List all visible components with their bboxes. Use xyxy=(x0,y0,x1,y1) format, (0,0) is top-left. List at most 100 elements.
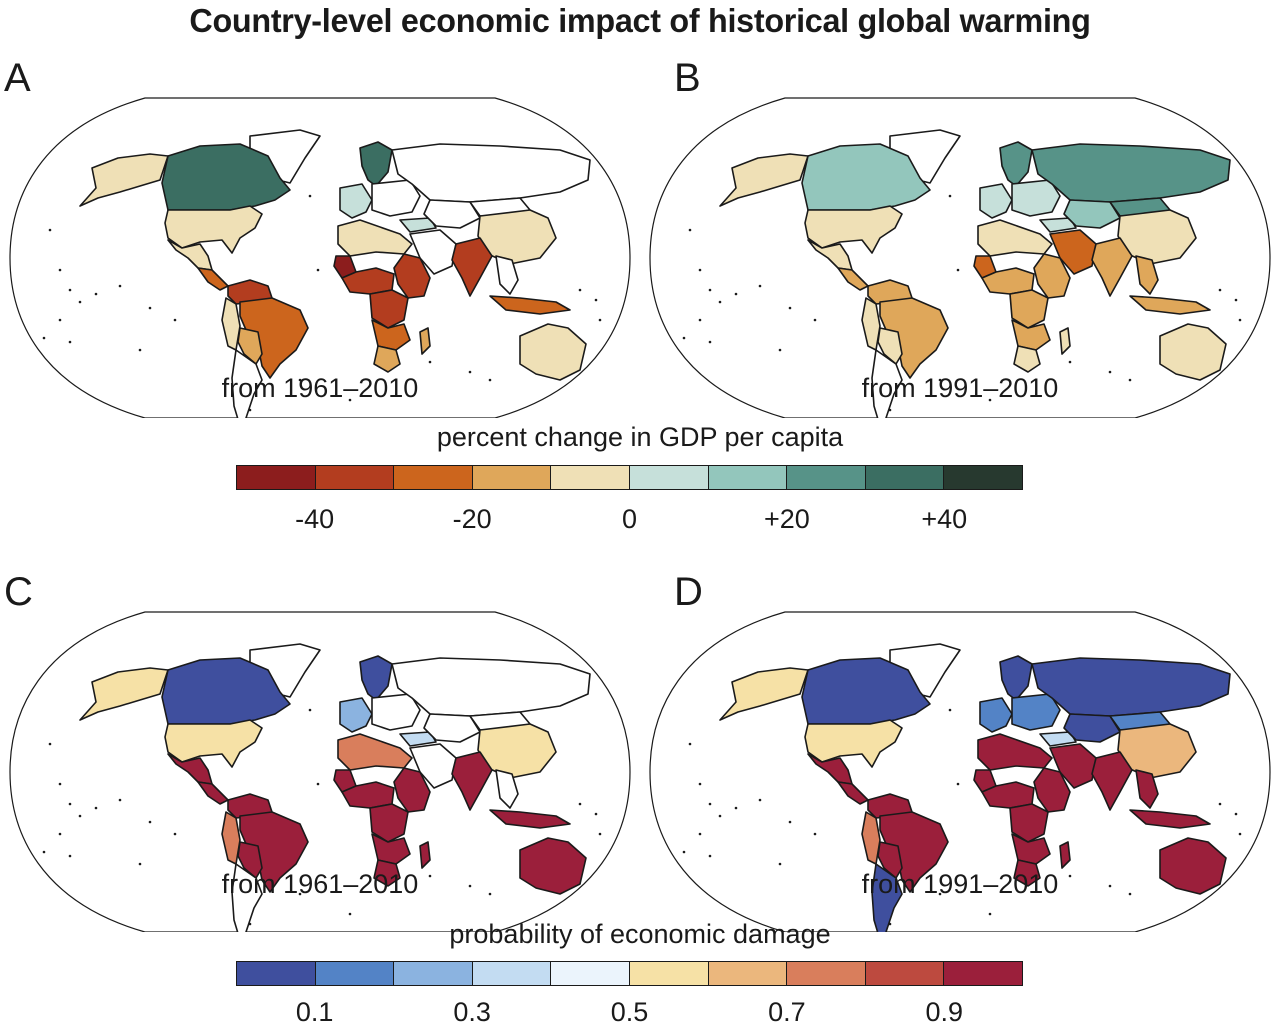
world-map xyxy=(9,97,631,418)
country-region-madagascar xyxy=(419,327,431,355)
country-region-east-africa xyxy=(1033,767,1071,813)
country-region-chile-argentina xyxy=(231,863,263,932)
country-region-russia xyxy=(391,143,591,203)
country-region-russia xyxy=(391,657,591,717)
island-dot xyxy=(348,912,352,916)
island-dot xyxy=(138,862,142,866)
country-region-indonesia xyxy=(1129,809,1211,829)
country-region-canada xyxy=(161,143,291,211)
island-dot xyxy=(316,268,320,272)
colorbar-swatch xyxy=(629,962,709,985)
country-region-canada xyxy=(161,657,291,725)
colorbar-swatch xyxy=(865,962,945,985)
island-dot xyxy=(1068,360,1072,364)
country-region-russia xyxy=(1031,657,1231,717)
island-dot xyxy=(1234,298,1238,302)
colorbar-swatch xyxy=(708,962,788,985)
country-region-australia xyxy=(1159,323,1227,381)
country-region-brazil xyxy=(879,811,949,893)
island-dot xyxy=(316,782,320,786)
country-region-alaska xyxy=(719,667,809,721)
country-region-south-africa xyxy=(373,859,401,887)
country-region-central-africa xyxy=(1009,803,1049,843)
period-label: from 1991–2010 xyxy=(861,373,1059,403)
island-dot xyxy=(578,802,582,806)
island-dot xyxy=(578,288,582,292)
country-region-central-africa xyxy=(369,289,409,329)
island-dot xyxy=(594,298,598,302)
island-dot xyxy=(1068,874,1072,878)
island-dot xyxy=(138,348,142,352)
island-dot xyxy=(788,820,792,824)
island-dot xyxy=(708,802,712,806)
island-dot xyxy=(1108,370,1112,374)
island-dot xyxy=(42,850,46,854)
island-dot xyxy=(68,802,72,806)
country-region-west-africa xyxy=(341,267,395,295)
country-region-east-africa xyxy=(1033,253,1071,299)
island-dot xyxy=(68,854,72,858)
colorbar-swatch xyxy=(944,466,1022,489)
country-region-brazil xyxy=(879,297,949,379)
island-dot xyxy=(734,292,738,296)
island-dot xyxy=(173,318,177,322)
island-dot xyxy=(468,370,472,374)
island-dot xyxy=(688,228,692,232)
country-region-alaska xyxy=(79,667,169,721)
country-region-turkey xyxy=(1039,217,1077,233)
country-region-southeast-asia xyxy=(1135,769,1159,809)
island-dot xyxy=(813,832,817,836)
island-dot xyxy=(173,832,177,836)
world-map xyxy=(649,97,1271,418)
country-region-scandinavia xyxy=(999,141,1033,187)
island-dot xyxy=(118,798,122,802)
island-dot xyxy=(813,318,817,322)
country-region-brazil xyxy=(239,297,309,379)
island-dot xyxy=(68,340,72,344)
island-dot xyxy=(428,874,432,878)
country-region-india xyxy=(451,751,493,811)
country-region-southeast-asia xyxy=(495,769,519,809)
island-dot xyxy=(1128,378,1132,382)
country-region-australia xyxy=(519,323,587,381)
country-region-western-europe xyxy=(339,697,373,733)
island-dot xyxy=(988,912,992,916)
country-region-russia xyxy=(1031,143,1231,203)
colorbar-swatch xyxy=(237,962,316,985)
island-dot xyxy=(1238,318,1242,322)
country-region-scandinavia xyxy=(999,655,1033,701)
island-dot xyxy=(248,922,252,926)
colorbar-label: probability of economic damage xyxy=(449,919,831,949)
colorbar-swatch xyxy=(394,962,473,985)
country-region-india xyxy=(1091,237,1133,297)
country-region-chile-argentina xyxy=(871,863,903,932)
island-dot xyxy=(698,782,702,786)
country-region-canada xyxy=(801,143,931,211)
island-dot xyxy=(148,306,152,310)
island-dot xyxy=(48,228,52,232)
colorbar-swatch xyxy=(315,466,395,489)
colorbar-swatch xyxy=(787,466,866,489)
island-dot xyxy=(948,194,952,198)
island-dot xyxy=(298,892,302,896)
panel-label: D xyxy=(674,570,703,614)
figure-title: Country-level economic impact of histori… xyxy=(189,2,1091,39)
country-region-usa xyxy=(164,719,263,768)
country-region-central-africa xyxy=(1009,289,1049,329)
island-dot xyxy=(68,288,72,292)
colorbar-swatches xyxy=(236,465,1023,490)
colorbar-tick-label: 0.3 xyxy=(453,997,491,1027)
island-dot xyxy=(1238,832,1242,836)
colorbar-label: percent change in GDP per capita xyxy=(436,422,844,452)
colorbar-swatch xyxy=(472,466,552,489)
country-region-western-europe xyxy=(979,697,1013,733)
country-region-east-africa xyxy=(393,767,431,813)
island-dot xyxy=(598,832,602,836)
country-region-chile-argentina xyxy=(231,349,263,418)
island-dot xyxy=(778,348,782,352)
island-dot xyxy=(758,284,762,288)
colorbar-swatch xyxy=(394,466,473,489)
island-dot xyxy=(778,862,782,866)
island-dot xyxy=(1218,802,1222,806)
island-dot xyxy=(698,268,702,272)
